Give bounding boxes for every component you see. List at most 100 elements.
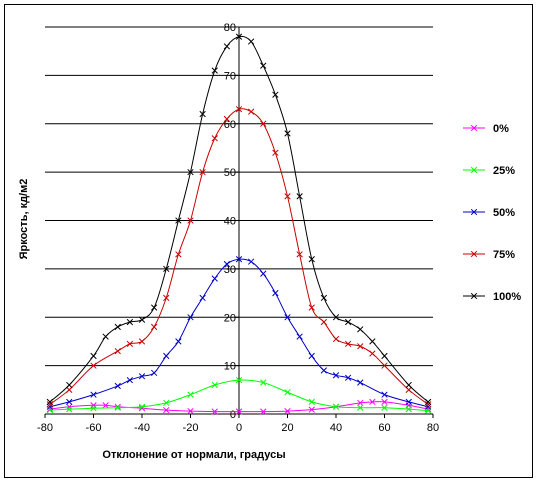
legend-item-4: 100% <box>463 291 521 303</box>
y-tick-label-4: 40 <box>224 216 236 228</box>
legend-label-1: 25% <box>493 165 515 177</box>
data-point-3-10 <box>199 168 206 176</box>
data-point-1-10 <box>284 389 291 396</box>
legend-label-0: 0% <box>493 123 509 135</box>
x-axis-title: Отклонение от нормали, градусы <box>102 449 285 461</box>
data-point-2-21 <box>332 372 340 379</box>
data-point-4-20 <box>308 256 315 263</box>
data-point-3-17 <box>284 193 291 200</box>
legend-label-3: 75% <box>493 249 515 261</box>
data-point-4-28 <box>424 398 432 406</box>
data-point-4-27 <box>405 381 412 389</box>
data-point-1-15 <box>405 406 412 413</box>
data-point-2-25 <box>405 398 412 406</box>
data-point-3-6 <box>150 323 158 331</box>
legend-item-1: 25% <box>463 165 515 177</box>
data-point-4-7 <box>150 304 158 311</box>
data-point-1-8 <box>235 376 243 384</box>
data-point-1-1 <box>66 406 73 413</box>
x-tick-label-0: -80 <box>37 422 53 434</box>
data-point-2-8 <box>175 338 182 345</box>
data-point-3-24 <box>369 350 376 357</box>
y-tick-label-8: 80 <box>224 22 236 34</box>
data-point-4-13 <box>223 43 231 50</box>
data-point-0-9 <box>235 408 243 415</box>
data-point-2-11 <box>211 275 218 282</box>
data-point-4-16 <box>260 62 267 69</box>
data-point-3-1 <box>66 386 73 393</box>
data-point-2-15 <box>260 270 267 277</box>
legend-item-3: 75% <box>463 249 515 261</box>
data-point-0-14 <box>357 399 364 407</box>
data-point-4-24 <box>357 326 364 333</box>
legend-label-2: 50% <box>493 207 515 219</box>
data-point-2-12 <box>223 260 231 268</box>
x-tick-label-1: -60 <box>86 422 102 434</box>
y-tick-label-0: 0 <box>230 409 236 421</box>
data-point-2-0 <box>46 403 54 410</box>
data-point-1-13 <box>357 404 364 411</box>
data-point-0-8 <box>211 408 218 415</box>
data-point-4-22 <box>332 314 340 321</box>
data-point-4-10 <box>187 168 194 176</box>
data-point-4-15 <box>247 38 255 45</box>
data-point-3-15 <box>260 120 267 127</box>
y-tick-label-5: 50 <box>224 167 236 179</box>
data-point-2-10 <box>199 294 206 302</box>
data-point-3-20 <box>320 318 328 326</box>
legend-marker-4 <box>470 292 478 300</box>
data-point-0-11 <box>284 407 291 415</box>
data-point-2-9 <box>187 314 194 321</box>
data-point-3-9 <box>187 217 194 224</box>
legend-label-4: 100% <box>493 291 521 303</box>
data-point-3-23 <box>357 343 364 350</box>
y-tick-label-3: 30 <box>224 264 236 276</box>
data-point-4-25 <box>369 338 376 345</box>
legend-marker-3 <box>470 250 478 258</box>
data-point-0-18 <box>424 406 432 413</box>
data-point-2-2 <box>90 391 97 398</box>
data-point-0-7 <box>187 407 194 415</box>
x-tick-label-8: 80 <box>427 422 439 434</box>
data-point-3-0 <box>46 401 54 408</box>
x-tick-label-7: 60 <box>378 422 390 434</box>
series-4 <box>46 33 432 406</box>
data-point-1-12 <box>332 403 340 410</box>
legend-marker-0 <box>470 124 478 132</box>
data-point-2-13 <box>235 256 243 263</box>
data-point-3-25 <box>381 362 388 369</box>
data-point-2-4 <box>126 376 134 384</box>
series-line-3 <box>49 108 429 405</box>
data-point-0-12 <box>308 406 315 413</box>
chart-frame: -80 -60 -40 -20 0 20 40 60 80 0 10 20 30 40 50 60 70 80 … <box>4 4 533 478</box>
data-point-0-10 <box>260 408 267 415</box>
data-point-2-5 <box>138 373 146 380</box>
data-point-4-21 <box>320 294 328 302</box>
data-point-4-26 <box>381 352 388 360</box>
data-point-4-0 <box>46 398 54 406</box>
data-point-2-1 <box>66 398 73 406</box>
data-point-4-6 <box>138 316 146 323</box>
data-point-3-14 <box>247 108 255 115</box>
data-point-1-2 <box>90 405 97 412</box>
data-point-3-12 <box>223 115 231 123</box>
data-point-2-18 <box>296 333 303 340</box>
legend-marker-2 <box>470 208 478 216</box>
data-point-2-7 <box>163 352 170 360</box>
data-point-1-14 <box>381 404 388 411</box>
series-1 <box>46 376 432 414</box>
data-point-1-4 <box>138 403 146 410</box>
data-point-0-3 <box>102 402 109 409</box>
data-point-4-2 <box>90 352 97 360</box>
series-3 <box>46 106 432 408</box>
data-point-3-2 <box>90 362 97 369</box>
legend-item-0: 0% <box>463 123 509 135</box>
data-point-4-19 <box>296 193 303 200</box>
x-tick-label-3: -20 <box>183 422 199 434</box>
data-point-3-8 <box>175 251 182 258</box>
series-group <box>46 33 432 415</box>
data-point-3-5 <box>138 338 146 345</box>
data-point-2-6 <box>150 369 158 377</box>
data-point-1-3 <box>114 404 121 411</box>
x-tick-label-6: 40 <box>330 422 342 434</box>
